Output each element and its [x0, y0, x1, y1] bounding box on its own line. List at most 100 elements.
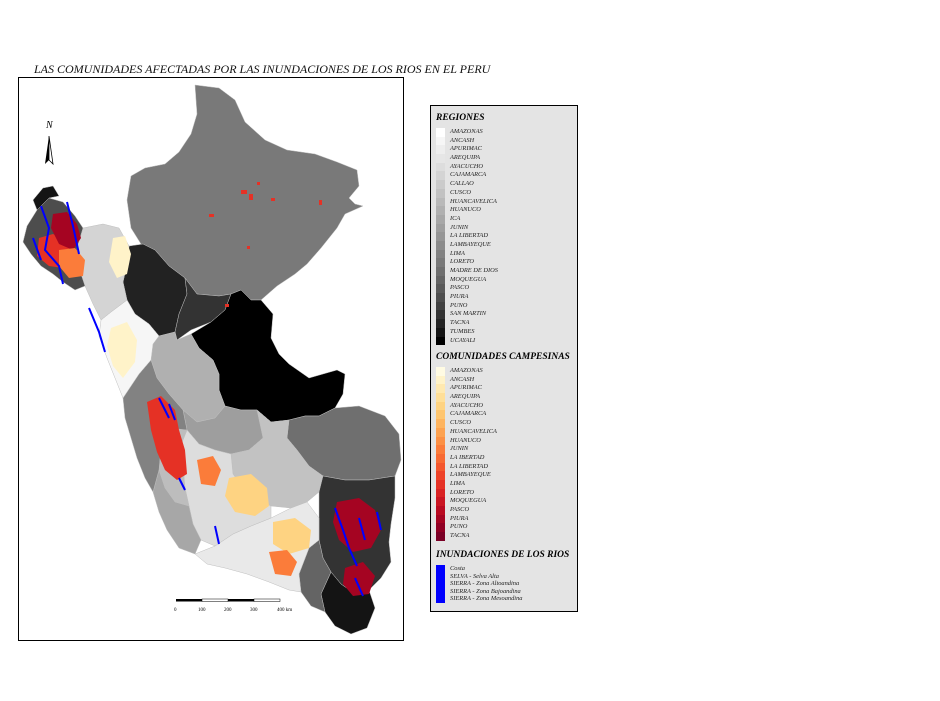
community-yellow-arequipa	[225, 474, 269, 516]
legend-inundaciones-label: Costa	[450, 565, 465, 572]
legend-regiones-label: JUNIN	[450, 223, 469, 231]
legend-regiones-label: MOQUEGUA	[450, 275, 487, 283]
legend-regiones-label: TUMBES	[450, 327, 475, 335]
legend-comunidades-label: PASCO	[450, 506, 470, 513]
legend-inundaciones-title: INUNDACIONES DE LOS RIOS	[436, 550, 570, 560]
legend-regiones-swatch	[436, 258, 445, 267]
legend-comunidades-label: PUNO	[450, 523, 468, 531]
legend-regiones-swatch	[436, 145, 445, 155]
legend-regiones-label: PIURA	[450, 293, 469, 301]
legend-comunidades-label: ANCASH	[450, 375, 475, 383]
region-ica	[152, 469, 202, 555]
legend-comunidades-swatch	[436, 532, 445, 541]
legend-regiones-label: CAJAMARCA	[450, 171, 487, 179]
legend-regiones-label: APURIMAC	[450, 145, 482, 153]
legend-regiones-swatch	[436, 319, 445, 328]
legend-regiones-label: PUNO	[450, 301, 468, 309]
legend-inundaciones-label: SIERRA - Zona Bajoandina	[450, 587, 521, 595]
region-tumbes	[32, 185, 60, 211]
legend-comunidades-label: AMAZONAS	[450, 367, 483, 374]
legend-comunidades-label: LORETO	[450, 488, 475, 496]
legend-comunidades-label: CUSCO	[450, 419, 471, 427]
legend-regiones-label: LA LIBERTAD	[450, 232, 488, 240]
legend-comunidades-label: MOQUEGUA	[450, 497, 487, 505]
legend-comunidades-title: COMUNIDADES CAMPESINAS	[436, 352, 570, 362]
north-arrow-label: N	[45, 120, 54, 131]
legend-comunidades-swatch	[436, 436, 445, 446]
community-dark-puno-south	[343, 562, 375, 596]
community-orange-ayacucho	[269, 550, 297, 576]
legend-regiones-swatch	[436, 240, 445, 250]
legend-regiones-label: UCAYALI	[450, 336, 476, 344]
region-san-martin	[174, 277, 232, 341]
legend-regiones-swatch	[436, 154, 445, 163]
legend-comunidades-swatch	[436, 514, 445, 524]
legend-inundaciones-swatch	[436, 587, 445, 596]
legend-comunidades-swatch	[436, 427, 445, 437]
legend-comunidades-swatch	[436, 401, 445, 411]
north-arrow: N	[45, 120, 54, 166]
legend-regiones-label: PASCO	[450, 284, 470, 292]
legend-regiones-label: HUANUCO	[450, 206, 481, 214]
legend-comunidades-swatch	[436, 506, 445, 515]
legend-inundaciones-swatch	[436, 595, 445, 603]
legend-regiones-swatch	[436, 336, 445, 346]
scale-label-300: 300	[250, 608, 258, 613]
legend-regiones-swatch	[436, 310, 445, 320]
legend-comunidades-swatch	[436, 488, 445, 498]
legend-inundaciones-label: SIERRA - Zona Altoandina	[450, 580, 520, 588]
scale-label-0: 0	[174, 608, 177, 613]
legend-regiones-swatch	[436, 128, 445, 137]
legend-regiones-label: LAMBAYEQUE	[450, 240, 491, 248]
community-orange-huancavelica	[197, 456, 221, 486]
legend-inundaciones-label: SELVA - Selva Alta	[450, 572, 499, 580]
legend-regiones-swatch	[436, 301, 445, 311]
legend-regiones-title: REGIONES	[436, 113, 485, 123]
legend-regiones-swatch	[436, 180, 445, 189]
legend-regiones-label: AMAZONAS	[450, 128, 483, 135]
legend-inundaciones-swatch	[436, 572, 445, 581]
legend-comunidades-label: LAMBAYEQUE	[450, 471, 491, 479]
legend-regiones-swatch	[436, 232, 445, 241]
legend-regiones-swatch	[436, 136, 445, 146]
legend-inundaciones-label: SIERRA - Zona Mesoandina	[450, 595, 523, 603]
legend-regiones-swatch	[436, 214, 445, 224]
community-pale-cajamarca	[109, 236, 131, 278]
community-orange-lambayeque	[59, 248, 85, 278]
legend-comunidades-swatch	[436, 497, 445, 506]
legend-comunidades-label: AREQUIPA	[450, 393, 481, 401]
legend-comunidades-swatch	[436, 393, 445, 402]
legend-comunidades-swatch	[436, 479, 445, 489]
legend-comunidades-label: LA LIBERTAD	[450, 462, 488, 470]
legend-comunidades-swatch	[436, 384, 445, 394]
legend-regiones-swatch	[436, 267, 445, 276]
legend-regiones-label: AYACUCHO	[450, 162, 483, 170]
scale-label-200: 200	[224, 608, 232, 613]
legend-comunidades-swatch	[436, 410, 445, 420]
community-yellow-cusco	[273, 518, 311, 554]
legend-regiones-label: MADRE DE DIOS	[450, 267, 498, 274]
legend-comunidades-swatch	[436, 523, 445, 533]
scale-label-100: 100	[198, 608, 206, 613]
legend-comunidades-label: TACNA	[450, 532, 470, 540]
legend-regiones-label: ICA	[450, 214, 461, 222]
flood-lines	[32, 201, 382, 597]
legend-comunidades-swatch	[436, 367, 445, 376]
legend-comunidades-label: HUANUCO	[450, 436, 481, 444]
legend-regiones-swatch	[436, 188, 445, 198]
legend-regiones-label: AREQUIPA	[450, 154, 481, 162]
legend-regiones-swatch	[436, 162, 445, 172]
community-pale-ancash	[107, 322, 137, 378]
map-legend: REGIONES AMAZONAS ANCASH APURIMAC AREQUIPA A…	[430, 105, 578, 612]
legend-comunidades-label: HUANCAVELICA	[450, 427, 497, 435]
legend-comunidades-swatch	[436, 419, 445, 428]
legend-regiones-swatch	[436, 293, 445, 302]
north-arrow-icon	[45, 136, 49, 164]
legend-comunidades-swatch	[436, 375, 445, 385]
legend-regiones-label: LIMA	[450, 249, 465, 257]
legend-regiones-label: SAN MARTIN	[450, 310, 487, 318]
legend-comunidades-label: PIURA	[450, 514, 469, 522]
community-red-lima	[147, 396, 187, 480]
legend-inundaciones-swatch	[436, 580, 445, 588]
peru-map: N 0 100 200 300 400 km	[22, 84, 402, 635]
